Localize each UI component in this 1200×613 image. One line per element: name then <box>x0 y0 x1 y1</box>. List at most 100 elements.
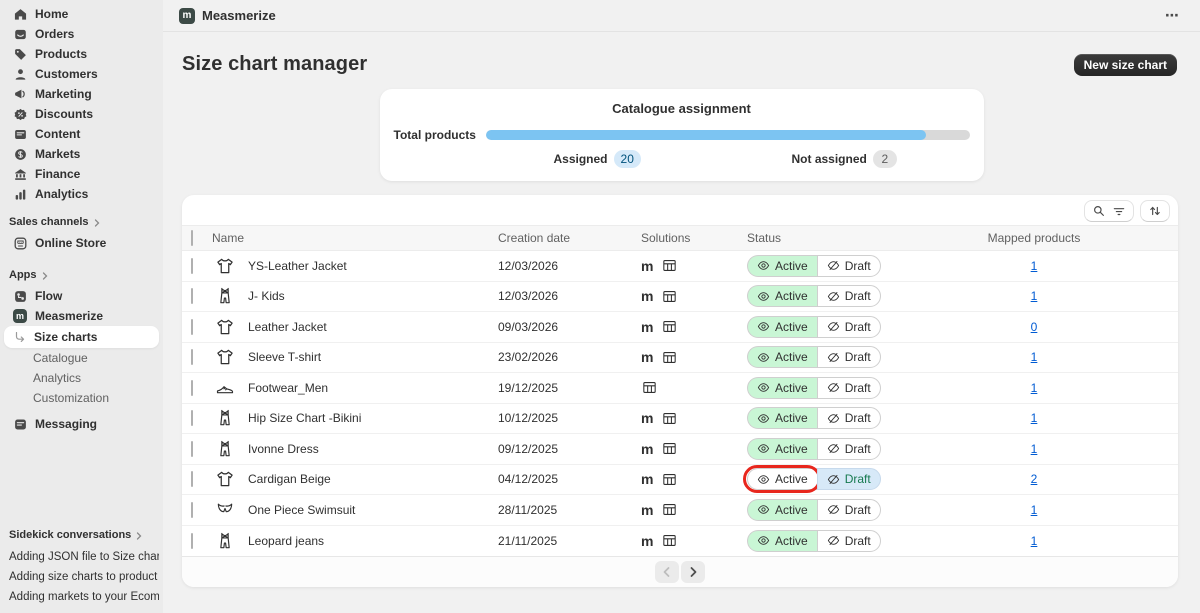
column-header-creation-date[interactable]: Creation date <box>498 231 571 245</box>
status-draft-button[interactable]: Draft <box>816 315 881 338</box>
eye-off-icon <box>827 413 839 423</box>
status-active-button[interactable]: Active <box>747 254 817 277</box>
status-active-button[interactable]: Active <box>747 285 817 308</box>
sidebar-item-orders[interactable]: Orders <box>4 24 159 44</box>
status-draft-button[interactable]: Draft <box>816 529 881 552</box>
status-draft-button[interactable]: Draft <box>816 468 881 491</box>
sidebar-section-sales-channels[interactable]: Sales channels <box>4 214 159 230</box>
overflow-menu-icon[interactable]: ⋯ <box>1165 7 1180 23</box>
product-name: Cardigan Beige <box>248 472 331 487</box>
status-draft-button[interactable]: Draft <box>816 437 881 460</box>
row-checkbox[interactable] <box>191 318 193 335</box>
table-row: Hip Size Chart -Bikini 10/12/2025 m Acti… <box>182 404 1178 434</box>
row-checkbox[interactable] <box>191 379 193 396</box>
status-active-button[interactable]: Active <box>747 437 817 460</box>
sidebar-item-online-store[interactable]: Online Store <box>4 233 159 253</box>
mapped-products-link[interactable]: 1 <box>1030 350 1038 365</box>
row-checkbox[interactable] <box>191 257 193 274</box>
sidebar-item-customization[interactable]: Customization <box>4 388 159 408</box>
creation-date: 19/12/2025 <box>498 380 559 395</box>
messaging-icon <box>13 417 27 431</box>
mapped-products-link[interactable]: 1 <box>1030 258 1038 273</box>
status-active-button[interactable]: Active <box>747 529 817 552</box>
column-header-status[interactable]: Status <box>747 231 782 245</box>
status-active-label: Active <box>775 472 808 487</box>
sidebar-item-discounts[interactable]: Discounts <box>4 104 159 124</box>
conversation-item[interactable]: Adding markets to your Ecom... <box>9 591 159 603</box>
table-solution-icon <box>663 443 676 455</box>
new-size-chart-button[interactable]: New size chart <box>1073 53 1177 76</box>
row-checkbox[interactable] <box>191 440 193 457</box>
catalogue-assignment-card: Catalogue assignment Total products Assi… <box>379 89 984 181</box>
sidebar-item-flow[interactable]: Flow <box>4 286 159 306</box>
status-active-button[interactable]: Active <box>747 498 817 521</box>
sidebar-item-markets[interactable]: Markets <box>4 144 159 164</box>
status-draft-button[interactable]: Draft <box>816 376 881 399</box>
mapped-products-link[interactable]: 1 <box>1030 502 1038 517</box>
status-draft-button[interactable]: Draft <box>816 346 881 369</box>
content-icon <box>13 127 27 141</box>
status-active-button[interactable]: Active <box>747 376 817 399</box>
mapped-products-link[interactable]: 1 <box>1030 411 1038 426</box>
status-draft-button[interactable]: Draft <box>816 254 881 277</box>
row-checkbox[interactable] <box>191 349 193 366</box>
solutions-icons: m <box>641 471 747 488</box>
sidebar-item-customers[interactable]: Customers <box>4 64 159 84</box>
creation-date: 09/03/2026 <box>498 319 559 334</box>
row-checkbox[interactable] <box>191 288 193 305</box>
status-draft-label: Draft <box>844 289 871 304</box>
search-filter-button[interactable] <box>1084 200 1134 222</box>
sidebar-item-catalogue[interactable]: Catalogue <box>4 348 159 368</box>
sidebar-item-analytics-sub[interactable]: Analytics <box>4 368 159 388</box>
sidebar-item-measmerize[interactable]: m Measmerize <box>4 306 159 326</box>
status-active-button[interactable]: Active <box>747 346 817 369</box>
previous-page-button[interactable] <box>655 561 679 583</box>
sidebar-item-home[interactable]: Home <box>4 4 159 24</box>
row-checkbox[interactable] <box>191 471 193 488</box>
column-header-name[interactable]: Name <box>212 231 245 245</box>
shoe-icon <box>214 377 236 399</box>
mapped-products-link[interactable]: 1 <box>1030 289 1038 304</box>
eye-off-icon <box>827 261 839 271</box>
conversation-item[interactable]: Adding size charts to product ... <box>9 571 159 583</box>
mapped-products-link[interactable]: 1 <box>1030 533 1038 548</box>
sidebar-item-messaging[interactable]: Messaging <box>4 414 159 434</box>
status-draft-button[interactable]: Draft <box>816 498 881 521</box>
row-checkbox[interactable] <box>191 410 193 427</box>
sort-button[interactable] <box>1140 200 1170 222</box>
eye-icon <box>757 505 770 514</box>
status-active-button[interactable]: Active <box>747 315 817 338</box>
sidebar-item-content[interactable]: Content <box>4 124 159 144</box>
column-header-solutions[interactable]: Solutions <box>641 231 691 245</box>
product-name: One Piece Swimsuit <box>248 502 356 517</box>
sidebar-section-apps[interactable]: Apps <box>4 267 159 283</box>
status-active-button[interactable]: Active <box>747 407 817 430</box>
next-page-button[interactable] <box>681 561 705 583</box>
measmerize-solution-icon: m <box>641 410 653 427</box>
creation-date: 04/12/2025 <box>498 472 559 487</box>
status-active-button[interactable]: Active <box>743 465 821 494</box>
sidebar-item-products[interactable]: Products <box>4 44 159 64</box>
row-checkbox[interactable] <box>191 501 193 518</box>
conversation-item[interactable]: Adding JSON file to Size chart ... <box>9 551 159 563</box>
sidebar-item-analytics[interactable]: Analytics <box>4 184 159 204</box>
mapped-products-link[interactable]: 1 <box>1030 441 1038 456</box>
mapped-products-link[interactable]: 0 <box>1030 319 1038 334</box>
sort-arrows-icon <box>1150 206 1160 216</box>
mapped-products-link[interactable]: 2 <box>1030 472 1038 487</box>
progress-fill <box>485 130 926 140</box>
row-checkbox[interactable] <box>191 532 193 549</box>
sidebar-item-finance[interactable]: Finance <box>4 164 159 184</box>
sidekick-section-head[interactable]: Sidekick conversations <box>8 527 159 543</box>
column-header-mapped-products[interactable]: Mapped products <box>987 231 1081 245</box>
sidebar-item-marketing[interactable]: Marketing <box>4 84 159 104</box>
status-draft-button[interactable]: Draft <box>816 407 881 430</box>
mapped-products-link[interactable]: 1 <box>1030 380 1038 395</box>
select-all-checkbox[interactable] <box>191 230 193 246</box>
sidebar-item-size-charts[interactable]: Size charts <box>4 326 159 348</box>
status-draft-label: Draft <box>844 441 871 456</box>
sidebar-item-label: Customization <box>33 391 110 405</box>
status-active-label: Active <box>775 319 808 334</box>
status-draft-button[interactable]: Draft <box>816 285 881 308</box>
status-active-label: Active <box>775 533 808 548</box>
